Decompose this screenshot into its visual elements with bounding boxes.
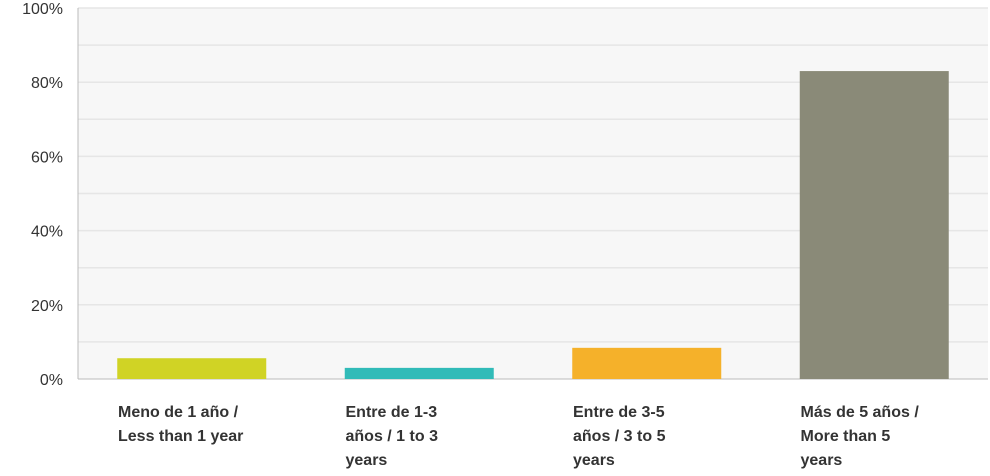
- category-label: Entre de 3-5 años / 3 to 5 years: [573, 404, 666, 469]
- bar: [344, 367, 494, 379]
- bar: [799, 71, 949, 379]
- category-label: Más de 5 años / More than 5 years: [801, 404, 920, 469]
- bars: [117, 71, 949, 379]
- category-label: Entre de 1-3 años / 1 to 3 years: [346, 404, 439, 469]
- y-tick-label: 60%: [31, 149, 63, 166]
- x-category-labels: Meno de 1 año / Less than 1 year Entre de …: [118, 404, 919, 469]
- y-tick-label: 20%: [31, 298, 63, 315]
- y-tick-label: 40%: [31, 224, 63, 241]
- y-tick-label: 0%: [40, 372, 63, 389]
- bar: [117, 358, 267, 379]
- y-tick-labels: 0% 20% 40% 60% 80% 100%: [22, 1, 63, 389]
- y-tick-label: 80%: [31, 75, 63, 92]
- category-label: Meno de 1 año / Less than 1 year: [118, 404, 243, 445]
- bar: [572, 347, 722, 379]
- y-tick-label: 100%: [22, 1, 63, 18]
